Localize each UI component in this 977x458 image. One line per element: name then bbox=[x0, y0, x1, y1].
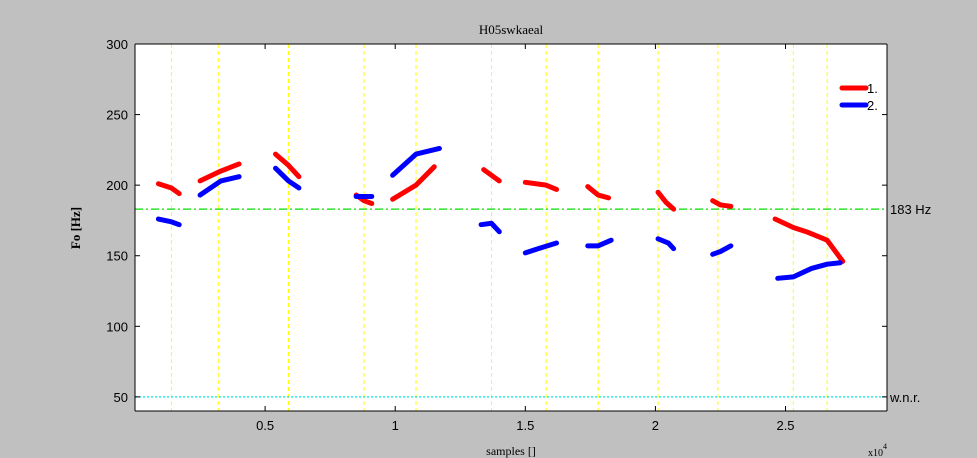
y-tick-label: 100 bbox=[106, 319, 128, 334]
y-tick-label: 150 bbox=[106, 249, 128, 264]
y-axis-label: Fo [Hz] bbox=[68, 207, 83, 249]
series-1-segment bbox=[522, 179, 560, 192]
series-1-segment bbox=[155, 181, 182, 197]
series-1-segment bbox=[481, 167, 502, 184]
x-tick-label: 2.5 bbox=[776, 418, 794, 433]
series-2-segment bbox=[655, 236, 677, 252]
x-axis-label: samples [] bbox=[486, 444, 536, 458]
axes-frame bbox=[134, 43, 888, 412]
reference-line-label: w.n.r. bbox=[889, 390, 920, 405]
series-2-segment bbox=[585, 237, 614, 249]
series-layer bbox=[155, 145, 846, 281]
series-2-segment bbox=[390, 145, 442, 178]
series-2-segment bbox=[155, 216, 182, 228]
x-tick-label: 0.5 bbox=[256, 418, 274, 433]
legend-label-series-2: 2. bbox=[867, 98, 878, 113]
series-2-segment bbox=[710, 243, 734, 257]
series-1-segment bbox=[655, 189, 677, 212]
chart-title: H05swkaeal bbox=[479, 22, 544, 37]
series-1-segment bbox=[273, 151, 302, 180]
series-1-segment bbox=[197, 161, 242, 184]
legend-label-series-1: 1. bbox=[867, 81, 878, 96]
series-2-segment bbox=[197, 174, 242, 198]
series-1-segment bbox=[390, 164, 437, 202]
series-2-segment bbox=[273, 165, 302, 191]
x-tick-label: 2 bbox=[652, 418, 659, 433]
series-2-segment bbox=[478, 220, 502, 235]
reference-lines: 183 Hz w.n.r. bbox=[135, 202, 931, 405]
series-2-segment bbox=[522, 240, 560, 256]
y-tick-label: 300 bbox=[106, 37, 128, 52]
series-1-segment bbox=[772, 216, 846, 264]
reference-line-label: 183 Hz bbox=[890, 202, 931, 217]
y-tick-label: 250 bbox=[106, 108, 128, 123]
series-2-segment bbox=[775, 260, 843, 281]
ticks: 0.5 1 1.5 2 2.5 50 100 150 200 250 300 bbox=[106, 37, 887, 433]
y-tick-label: 50 bbox=[114, 390, 128, 405]
y-tick-label: 200 bbox=[106, 178, 128, 193]
plot-area bbox=[135, 44, 887, 411]
legend: 1.2. bbox=[839, 81, 878, 113]
x-tick-label: 1.5 bbox=[516, 418, 534, 433]
series-1-segment bbox=[710, 198, 734, 209]
x-tick-label: 1 bbox=[392, 418, 399, 433]
series-1-segment bbox=[585, 184, 612, 201]
